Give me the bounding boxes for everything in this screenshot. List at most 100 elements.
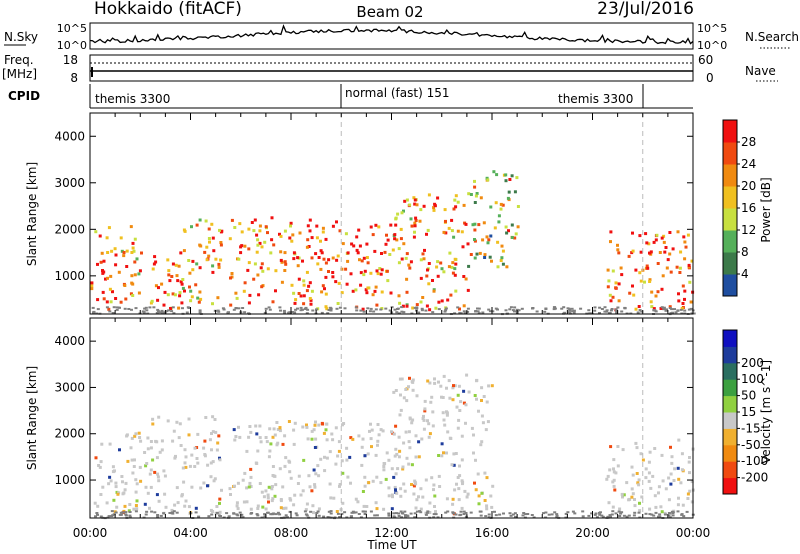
ground-cell <box>603 306 607 309</box>
y-tick-label: 2000 <box>54 222 85 236</box>
nsearch-tick-bottom: 10^0 <box>697 39 727 52</box>
ground-cell <box>579 307 583 310</box>
data-cell <box>156 298 160 302</box>
ground-cell <box>96 308 100 311</box>
data-cell <box>259 440 263 444</box>
data-cell <box>302 283 306 287</box>
data-cell <box>649 250 653 254</box>
data-cell <box>405 399 409 403</box>
data-cell <box>182 249 186 253</box>
data-cell <box>247 227 251 231</box>
ground-cell <box>363 513 367 515</box>
data-cell <box>457 487 461 491</box>
data-cell <box>132 465 136 468</box>
ground-cell <box>309 510 313 513</box>
data-cell <box>331 271 335 274</box>
ground-cell <box>304 306 308 309</box>
ground-cell <box>620 310 624 313</box>
data-cell <box>202 446 206 450</box>
data-cell <box>342 422 346 425</box>
data-cell <box>349 272 353 276</box>
data-cell <box>220 488 223 492</box>
data-cell <box>283 464 287 468</box>
data-cell <box>383 462 387 466</box>
data-cell <box>270 238 274 242</box>
ground-cell <box>241 516 245 519</box>
data-cell <box>414 216 418 220</box>
data-cell <box>660 510 664 514</box>
data-cell <box>494 201 498 205</box>
data-cell <box>660 453 664 457</box>
ground-cell <box>424 513 428 516</box>
x-axis-label: Time UT <box>366 538 417 552</box>
data-cell <box>421 417 425 420</box>
data-cell <box>115 490 119 494</box>
data-cell <box>292 503 296 507</box>
data-cell <box>260 262 264 266</box>
ground-cell <box>142 311 146 314</box>
data-cell <box>606 285 610 289</box>
ground-cell <box>685 510 689 513</box>
data-cell <box>360 445 364 449</box>
y-tick-label: 2000 <box>54 427 85 441</box>
data-cell <box>183 229 187 233</box>
data-cell <box>241 478 245 482</box>
data-cell <box>515 176 519 180</box>
data-cell <box>679 481 683 485</box>
data-cell <box>402 441 406 445</box>
data-cell <box>101 269 104 272</box>
data-cell <box>119 300 123 304</box>
data-cell <box>125 265 129 268</box>
data-cell <box>317 507 321 511</box>
data-cell <box>279 234 283 238</box>
data-cell <box>369 225 373 229</box>
data-cell <box>477 494 481 498</box>
data-cell <box>345 282 349 286</box>
ground-cell <box>453 312 457 315</box>
data-cell <box>480 414 484 418</box>
data-cell <box>195 262 199 266</box>
data-cell <box>433 202 437 206</box>
ground-cell <box>664 309 668 312</box>
data-cell <box>407 263 411 267</box>
ground-cell <box>128 514 132 517</box>
data-cell <box>399 494 403 498</box>
data-cell <box>248 425 252 428</box>
nsky-label: N.Sky <box>4 30 38 44</box>
ground-cell <box>462 310 466 313</box>
data-cell <box>323 287 326 291</box>
ground-cell <box>143 307 147 310</box>
data-cell <box>686 233 690 237</box>
data-cell <box>381 429 385 433</box>
data-cell <box>177 306 181 310</box>
data-cell <box>436 274 440 278</box>
data-cell <box>450 229 454 233</box>
ground-cell <box>668 307 672 309</box>
data-cell <box>120 475 124 478</box>
nsky-tick-bottom: 10^0 <box>57 39 87 52</box>
data-cell <box>501 262 505 266</box>
data-cell <box>157 286 160 290</box>
data-cell <box>399 393 402 397</box>
data-cell <box>391 495 394 499</box>
colorbar-tick-label: -200 <box>741 471 768 485</box>
data-cell <box>266 231 269 235</box>
data-cell <box>474 488 478 492</box>
ground-cell <box>664 513 667 516</box>
data-cell <box>344 267 348 271</box>
ground-cell <box>650 513 654 516</box>
data-cell <box>457 418 461 422</box>
data-cell <box>213 418 217 421</box>
data-cell <box>156 475 160 479</box>
ground-cell <box>384 307 388 310</box>
data-cell <box>489 494 493 498</box>
data-cell <box>134 432 138 436</box>
data-cell <box>476 472 480 476</box>
data-cell <box>356 500 360 504</box>
ground-cell <box>287 312 291 315</box>
cpid-bar: CPID themis 3300 normal (fast) 151 themi… <box>8 84 693 109</box>
ground-cell <box>404 515 407 518</box>
data-cell <box>458 307 461 311</box>
data-cell <box>246 268 250 272</box>
data-cell <box>422 418 426 422</box>
